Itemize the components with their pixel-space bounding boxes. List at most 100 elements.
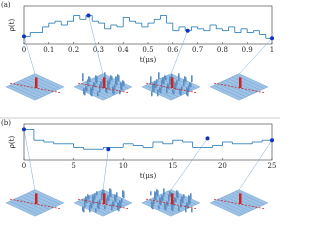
inset-bar (109, 188, 111, 197)
inset-bar (107, 195, 109, 201)
inset-bar (152, 83, 154, 92)
inset-3d (5, 73, 65, 101)
page: (a) ρ(t) t(μs) 0 0.1 0.2 0.3 0.4 0.5 0.6 0.7 0.8 0.9… (0, 1, 280, 217)
inset-bar (189, 82, 191, 87)
x-tick-label: 0.5 (142, 46, 153, 54)
inset-bar (97, 201, 99, 209)
inset-bar (108, 81, 110, 90)
inset-bar (113, 87, 115, 95)
inset-bar (176, 190, 178, 198)
inset-bar (94, 193, 96, 200)
inset-bar (122, 80, 124, 86)
inset-bar (150, 191, 152, 196)
x-tick-label: 0 (22, 46, 26, 54)
inset-bar (86, 197, 88, 204)
inset-bar (118, 203, 120, 212)
inset-bar (159, 197, 161, 205)
x-tick-label: 1 (270, 46, 274, 54)
inset-bar (110, 189, 112, 198)
marker (86, 13, 91, 18)
inset-peak (103, 77, 106, 89)
inset-bar (171, 74, 173, 81)
inset-bar (115, 195, 117, 203)
marker (270, 138, 274, 143)
inset-bar (89, 77, 91, 83)
inset-bar (157, 89, 159, 97)
inset-bar (94, 83, 96, 88)
inset-bar (98, 202, 100, 210)
marker (22, 34, 26, 39)
y-axis-label: ρ(t) (8, 19, 16, 32)
x-axis-label: t(μs) (140, 172, 157, 180)
inset-bar (177, 191, 179, 199)
inset-bar (174, 197, 176, 202)
inset-bar (82, 73, 84, 82)
inset-grid (163, 76, 193, 91)
inset-bar (110, 75, 112, 80)
x-tick-label: 0.8 (217, 46, 228, 54)
inset-grid (217, 199, 247, 214)
inset-bar (88, 76, 90, 82)
inset-bar (116, 192, 118, 198)
inset-3d (141, 188, 201, 217)
inset-bar (85, 196, 87, 203)
inset-bar (181, 196, 183, 203)
inset-grid (213, 201, 243, 215)
inset-bar (173, 90, 175, 95)
inset-bar (183, 194, 185, 199)
inset-bar (165, 204, 167, 211)
marker (270, 36, 274, 41)
inset-bar (90, 87, 92, 96)
inset-bar (118, 75, 120, 82)
inset-peak (35, 193, 38, 205)
inset-bar (88, 195, 90, 200)
inset-bar (117, 74, 119, 81)
inset-bar (111, 76, 113, 81)
inset-bar (178, 73, 180, 82)
inset-bar (163, 188, 165, 197)
inset-grid (13, 83, 43, 98)
inset-bar (178, 206, 180, 212)
connector (23, 36, 36, 75)
inset-bar (90, 202, 92, 208)
x-tick-label: 0.7 (192, 46, 203, 54)
inset-bar (158, 205, 160, 210)
inset-grid (16, 81, 46, 96)
marker (22, 127, 26, 132)
inset-bar (106, 88, 108, 94)
inset-bar (185, 77, 187, 83)
inset-peak (239, 193, 242, 205)
connector (238, 140, 273, 191)
inset-bar (151, 91, 153, 97)
inset-bar (102, 189, 104, 196)
inset-bar (156, 189, 158, 196)
inset-bar (99, 84, 101, 93)
inset-bar (171, 202, 173, 211)
x-tick-label: 5 (71, 162, 75, 170)
inset-bar (190, 83, 192, 88)
inset-bar (157, 190, 159, 197)
inset-bar (121, 198, 123, 203)
inset-bar (179, 88, 181, 95)
x-tick-label: 0 (22, 162, 26, 170)
y-axis-label: ρ(t) (8, 136, 16, 149)
inset-bar (114, 84, 116, 90)
inset-peak (171, 193, 174, 205)
connector (23, 129, 36, 191)
inset-bar (185, 205, 187, 213)
inset-3d (209, 73, 269, 101)
inset-bar (91, 203, 93, 209)
inset-bar (101, 192, 103, 201)
inset-bar (106, 198, 108, 206)
inset-bar (173, 200, 175, 207)
inset-bar (167, 202, 169, 207)
inset-bar (123, 191, 125, 199)
inset-bar (162, 196, 164, 202)
inset-bar (180, 199, 182, 208)
x-tick-label: 20 (218, 162, 227, 170)
inset-grid (24, 194, 54, 209)
inset-bar (102, 79, 104, 84)
inset-bar (191, 75, 193, 83)
inset-bar (83, 207, 85, 213)
inset-bar (154, 191, 156, 200)
